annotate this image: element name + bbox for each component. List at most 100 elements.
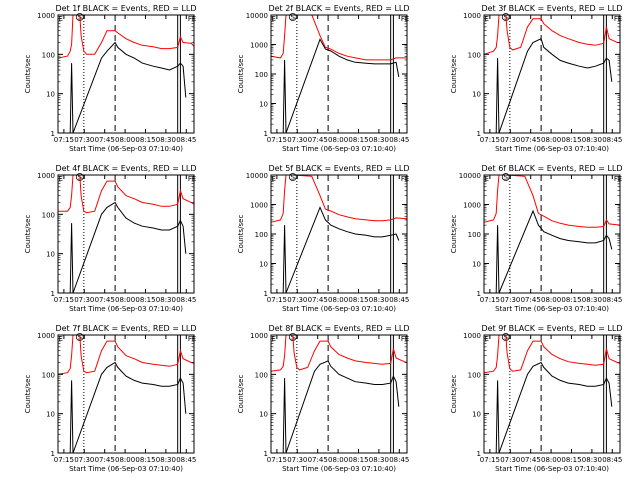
marker-e-start: E: [59, 335, 63, 343]
series-red-line: [483, 174, 621, 228]
x-tick-label: 07:45: [95, 456, 115, 464]
x-tick-label: 08:45: [602, 296, 622, 304]
x-tick-label: 08:30: [582, 456, 602, 464]
x-tick-label: 07:45: [95, 136, 115, 144]
marker-e-start: E: [272, 175, 276, 183]
y-tick-label: 1: [477, 290, 481, 298]
y-tick-label: 1000: [250, 202, 268, 210]
y-tick-label: 10: [46, 91, 55, 99]
plot-frame: [483, 14, 621, 134]
x-tick-label: 07:15: [54, 456, 74, 464]
plot-frame: [483, 174, 621, 294]
x-tick-label: 08:00: [541, 456, 561, 464]
marker-s-circle: [288, 13, 297, 21]
y-tick-label: 10: [259, 101, 268, 109]
marker-f: F: [401, 335, 405, 343]
marker-s-circle: [501, 173, 510, 181]
marker-f: F: [401, 175, 405, 183]
x-tick-label: 08:45: [176, 296, 196, 304]
x-tick-label: 08:45: [602, 456, 622, 464]
chart-title: Det 2f BLACK = Events, RED = LLD: [268, 4, 409, 13]
y-tick-label: 1: [264, 450, 268, 458]
y-tick-label: 10000: [246, 172, 268, 180]
y-tick-label: 10: [472, 411, 481, 419]
y-tick-label: 100: [255, 231, 268, 239]
x-tick-label: 07:30: [74, 456, 94, 464]
y-tick-label: 1000: [37, 12, 55, 20]
x-tick-label: 08:15: [135, 136, 155, 144]
y-tick-label: 1: [264, 290, 268, 298]
x-tick-label: 07:45: [521, 456, 541, 464]
x-tick-label: 08:30: [582, 136, 602, 144]
x-tick-label: 08:00: [541, 296, 561, 304]
x-tick-label: 08:15: [561, 296, 581, 304]
marker-e-start: E: [272, 15, 276, 23]
x-tick-label: 08:45: [176, 136, 196, 144]
marker-f: F: [614, 335, 618, 343]
x-tick-label: 08:30: [582, 296, 602, 304]
chart-title: Det 3f BLACK = Events, RED = LLD: [481, 4, 622, 13]
y-tick-label: 100: [42, 51, 55, 59]
y-tick-label: 100: [468, 231, 481, 239]
series-red-line: [270, 174, 408, 223]
x-tick-label: 07:30: [287, 456, 307, 464]
y-axis-label: Counts/sec: [24, 375, 32, 414]
x-axis-label: Start Time (06-Sep-03 07:10:40): [495, 465, 609, 473]
x-tick-label: 07:45: [521, 136, 541, 144]
y-tick-label: 1000: [463, 332, 481, 340]
x-tick-label: 08:15: [135, 456, 155, 464]
chart-title: Det 9f BLACK = Events, RED = LLD: [481, 324, 622, 333]
series-black-line: [282, 38, 400, 134]
marker-f: F: [188, 335, 192, 343]
y-tick-label: 10: [46, 251, 55, 259]
chart-title: Det 8f BLACK = Events, RED = LLD: [268, 324, 409, 333]
series-black-line: [69, 201, 187, 294]
chart-title: Det 7f BLACK = Events, RED = LLD: [55, 324, 196, 333]
x-tick-label: 08:30: [369, 136, 389, 144]
y-tick-label: 10: [259, 411, 268, 419]
y-tick-label: 10: [472, 91, 481, 99]
marker-f: F: [188, 175, 192, 183]
series-black-line: [495, 361, 613, 454]
x-tick-label: 07:15: [480, 296, 500, 304]
x-tick-label: 07:30: [287, 296, 307, 304]
y-tick-label: 1000: [250, 42, 268, 50]
marker-s-circle: [288, 173, 297, 181]
marker-e-start: E: [485, 15, 489, 23]
chart-title: Det 5f BLACK = Events, RED = LLD: [268, 164, 409, 173]
x-axis-label: Start Time (06-Sep-03 07:10:40): [282, 145, 396, 153]
x-tick-label: 08:00: [115, 296, 135, 304]
x-tick-label: 08:15: [348, 136, 368, 144]
x-tick-label: 08:30: [369, 296, 389, 304]
x-axis-label: Start Time (06-Sep-03 07:10:40): [282, 465, 396, 473]
x-tick-label: 08:30: [369, 456, 389, 464]
x-tick-label: 07:30: [74, 136, 94, 144]
y-tick-label: 100: [468, 371, 481, 379]
x-axis-label: Start Time (06-Sep-03 07:10:40): [69, 145, 183, 153]
y-tick-label: 1000: [250, 332, 268, 340]
x-tick-label: 08:45: [176, 456, 196, 464]
x-tick-label: 07:45: [308, 136, 328, 144]
y-tick-label: 1: [51, 290, 55, 298]
chart-title: Det 1f BLACK = Events, RED = LLD: [55, 4, 196, 13]
x-axis-label: Start Time (06-Sep-03 07:10:40): [69, 305, 183, 313]
y-tick-label: 1000: [37, 172, 55, 180]
x-tick-label: 08:15: [135, 296, 155, 304]
y-axis-label: Counts/sec: [237, 55, 245, 94]
y-tick-label: 100: [255, 71, 268, 79]
y-tick-label: 10: [46, 411, 55, 419]
x-tick-label: 08:45: [602, 136, 622, 144]
x-tick-label: 08:30: [156, 296, 176, 304]
x-tick-label: 07:30: [287, 136, 307, 144]
x-tick-label: 07:30: [74, 296, 94, 304]
x-axis-label: Start Time (06-Sep-03 07:10:40): [495, 305, 609, 313]
x-tick-label: 08:15: [348, 456, 368, 464]
x-tick-label: 08:15: [561, 456, 581, 464]
y-axis-label: Counts/sec: [450, 55, 458, 94]
y-axis-label: Counts/sec: [24, 55, 32, 94]
